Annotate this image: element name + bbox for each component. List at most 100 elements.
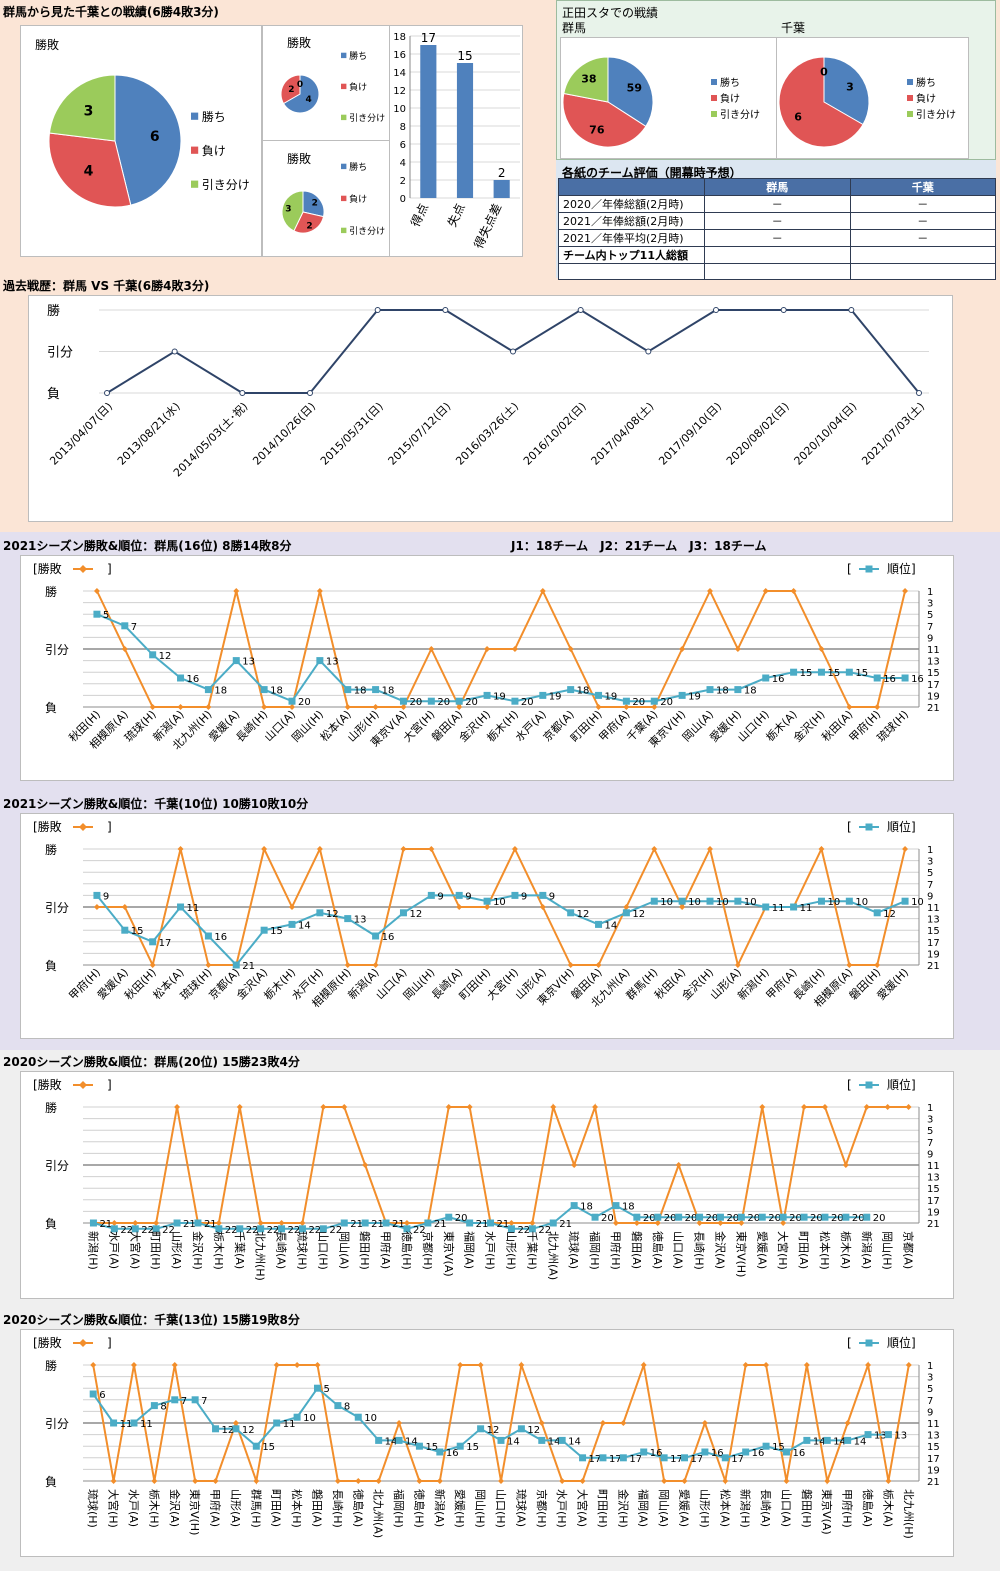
result-point (171, 1362, 178, 1368)
legend-result-close: ] (107, 1336, 112, 1350)
pie-data-label: 0 (820, 66, 828, 79)
pie-data-label: 3 (285, 205, 291, 215)
history-point (239, 390, 246, 396)
season-chart-title: 2020シーズン勝敗&順位：群馬(20位) 15勝23敗4分 (3, 1055, 300, 1069)
result-point (261, 704, 268, 710)
rank-data-label: 20 (726, 1213, 739, 1224)
rank-point (344, 686, 352, 694)
rank-point (782, 1448, 790, 1456)
rank-tick-label: 21 (927, 1477, 940, 1488)
rank-data-label: 22 (329, 1225, 342, 1236)
rank-data-label: 18 (716, 686, 729, 697)
legend-swatch (907, 95, 913, 101)
x-tick-label: 2020/10/04(日) (792, 400, 860, 468)
result-point (400, 846, 407, 852)
x-tick-label: 琉球(H) (177, 965, 214, 1002)
evaluation-gunma-value: － (704, 212, 851, 230)
result-point (253, 1478, 260, 1484)
rank-point (395, 1436, 403, 1444)
history-point (848, 307, 855, 313)
x-tick-label: 2014/10/26(日) (250, 400, 318, 468)
rank-data-label: 21 (242, 961, 255, 972)
rank-point (215, 1225, 223, 1233)
y-tick-label: 4 (400, 158, 406, 169)
rank-data-label: 17 (731, 1454, 744, 1465)
x-tick-label: 2016/10/02(日) (521, 400, 589, 468)
result-point (316, 588, 323, 594)
season-chart-gunma-2021: [勝敗][順位]13579111315171921勝引分負57121618131… (33, 561, 940, 752)
result-point (93, 904, 100, 910)
shoda-gunma-label: 群馬 (562, 21, 587, 35)
rank-data-label: 18 (580, 1202, 593, 1213)
rank-data-label: 17 (589, 1454, 602, 1465)
result-point (539, 904, 546, 910)
history-title: 過去戦歴：群馬 VS 千葉(6勝4敗3分) (3, 279, 210, 293)
legend-swatch (711, 95, 717, 101)
result-point (362, 1162, 369, 1168)
rank-line (96, 613, 906, 703)
y-tick-label: 12 (393, 86, 406, 97)
rank-point (595, 920, 603, 928)
pie-away-title: 勝敗 (287, 152, 312, 166)
pie-data-label: 3 (846, 81, 854, 94)
rank-data-label: 16 (214, 932, 227, 943)
result-line (96, 588, 907, 710)
rank-point (89, 1390, 97, 1398)
rank-point (844, 1436, 852, 1444)
rank-point (382, 1219, 390, 1227)
rank-point (375, 1436, 383, 1444)
legend-swatch (907, 79, 913, 85)
rank-data-label: 12 (577, 909, 590, 920)
rank-data-label: 10 (660, 897, 673, 908)
rank-point (612, 1202, 620, 1210)
result-tick-label: 負 (45, 1475, 57, 1489)
result-point (456, 904, 463, 910)
result-point (763, 1362, 770, 1368)
result-tick-label: 引分 (45, 1417, 69, 1431)
x-tick-label: 長崎(H) (233, 707, 270, 744)
rank-point (298, 1225, 306, 1233)
x-tick-label: 栃木(A) (839, 1231, 853, 1269)
rank-point (232, 961, 240, 969)
rank-data-label: 6 (99, 1390, 105, 1401)
rank-data-label: 14 (833, 1436, 846, 1447)
x-tick-label: 金沢(A) (168, 1489, 182, 1527)
result-point (865, 1362, 872, 1368)
x-tick-label: 水戸(A) (127, 1489, 140, 1527)
x-tick-label: 新潟(H) (734, 965, 771, 1002)
rank-tick-label: 15 (927, 668, 940, 679)
rank-data-label: 11 (283, 1419, 296, 1430)
result-point (696, 1220, 703, 1226)
result-point (762, 588, 769, 594)
rank-tick-label: 21 (927, 1219, 940, 1230)
result-point (456, 704, 463, 710)
pie-data-label: 4 (306, 95, 312, 105)
x-tick-label: 徳島(A) (861, 1489, 875, 1527)
result-point (174, 1104, 181, 1110)
x-tick-label: 北九州(H) (902, 1489, 915, 1539)
rank-point (619, 1454, 627, 1462)
rank-point (354, 1413, 362, 1421)
legend-swatch (191, 180, 199, 188)
result-point (550, 1104, 557, 1110)
legend-result-marker (79, 1339, 87, 1347)
evaluation-chiba-value: － (849, 229, 996, 247)
x-tick-label: 山形(H) (504, 1231, 517, 1270)
rank-point (316, 909, 324, 917)
result-point (289, 904, 295, 910)
evaluation-gunma-value (704, 263, 851, 280)
rank-tick-label: 21 (927, 961, 940, 972)
x-tick-label: 琉球(A) (567, 1231, 581, 1269)
rank-data-label: 17 (159, 938, 172, 949)
x-tick-label: 琉球(H) (874, 707, 911, 744)
pie-data-label: 4 (84, 164, 94, 180)
pie-slice (778, 56, 864, 148)
rank-point (591, 1213, 599, 1221)
rank-point (445, 1213, 453, 1221)
rank-tick-label: 17 (927, 1454, 940, 1465)
rank-data-label: 22 (267, 1225, 280, 1236)
result-tick-label: 勝 (45, 842, 57, 857)
